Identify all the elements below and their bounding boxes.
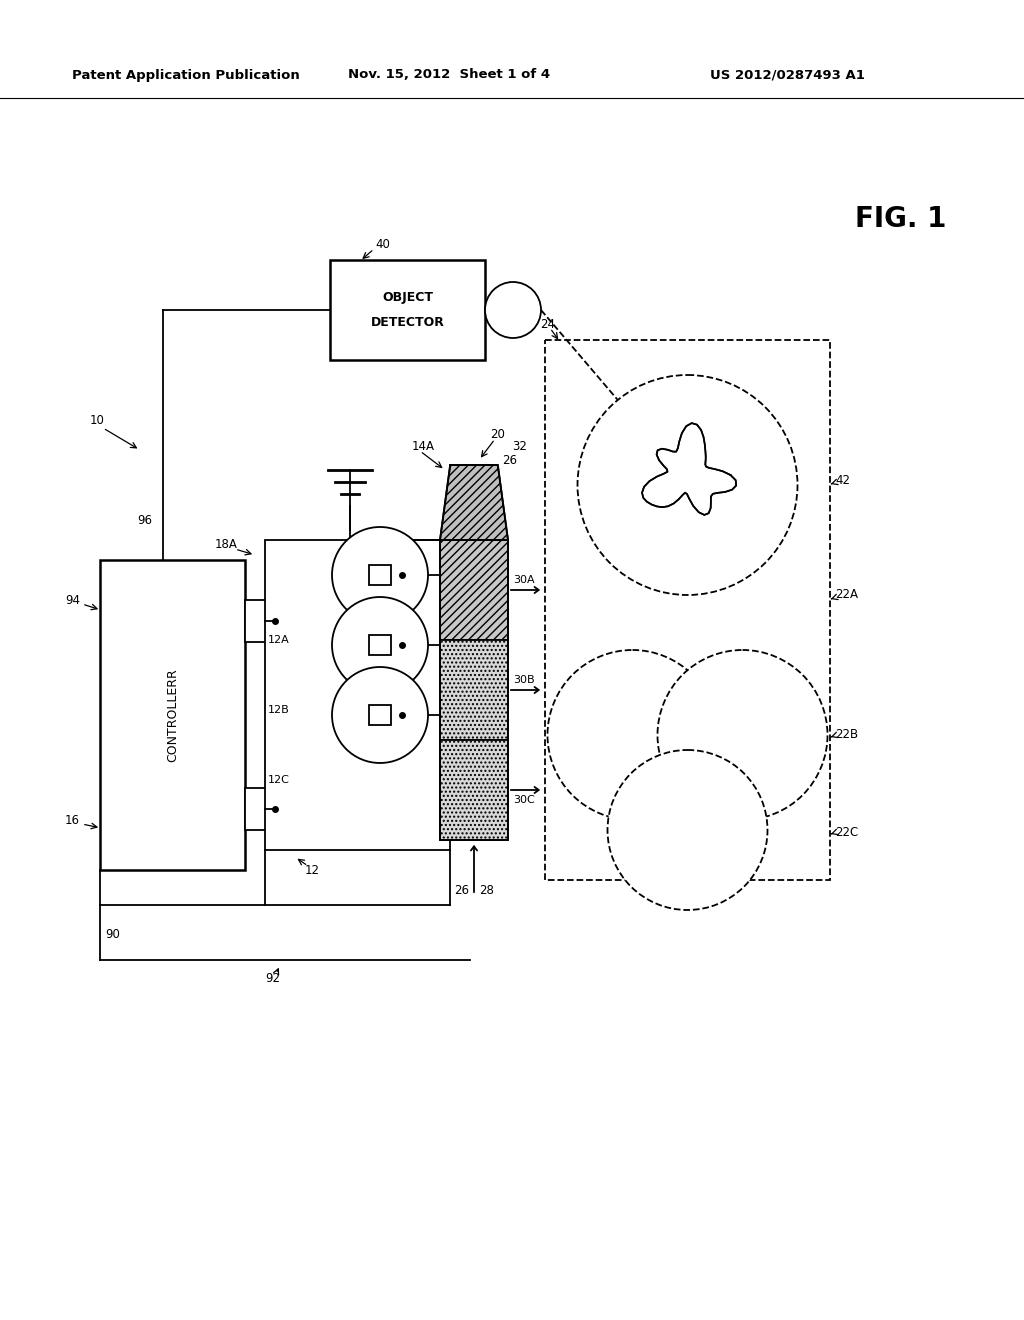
Bar [369,705,391,725]
Bar [100,560,245,870]
Text: 40: 40 [375,239,390,252]
Text: FIG. 1: FIG. 1 [855,205,946,234]
Text: Nov. 15, 2012  Sheet 1 of 4: Nov. 15, 2012 Sheet 1 of 4 [348,69,550,82]
Text: US 2012/0287493 A1: US 2012/0287493 A1 [710,69,865,82]
Text: 24: 24 [540,318,555,331]
Text: 96: 96 [137,513,153,527]
Text: 30A: 30A [513,576,535,585]
Circle shape [332,527,428,623]
Text: 30C: 30C [513,795,535,805]
Text: 90: 90 [105,928,120,941]
Circle shape [548,649,718,820]
Text: DETECTOR: DETECTOR [371,317,444,330]
Polygon shape [642,424,736,515]
Text: 28: 28 [479,883,494,896]
Text: OBJECT: OBJECT [382,290,433,304]
Text: 14A: 14A [412,441,435,454]
Text: Patent Application Publication: Patent Application Publication [72,69,300,82]
Text: 16: 16 [65,813,80,826]
Text: 22C: 22C [835,825,858,838]
Circle shape [485,282,541,338]
Text: 20: 20 [490,429,505,441]
Bar [245,601,275,642]
Bar [369,565,391,585]
Bar [545,341,830,880]
Text: 22A: 22A [835,589,858,602]
Bar [440,540,508,640]
Text: 12C: 12C [268,775,290,785]
Text: 32: 32 [512,441,527,454]
Text: 26: 26 [502,454,517,466]
Text: 30B: 30B [513,675,535,685]
Text: 12A: 12A [268,635,290,645]
Bar [369,635,391,655]
Text: 94: 94 [65,594,80,606]
Bar [245,788,275,830]
Circle shape [332,667,428,763]
Bar [265,540,450,850]
Text: 10: 10 [90,413,104,426]
Text: 26: 26 [454,883,469,896]
Text: 12B: 12B [268,705,290,715]
Bar [440,540,508,840]
Circle shape [332,597,428,693]
Circle shape [657,649,827,820]
Text: 22B: 22B [835,729,858,742]
Circle shape [578,375,798,595]
Text: 18A: 18A [215,539,238,552]
Text: 92: 92 [265,972,280,985]
Bar [330,260,485,360]
Polygon shape [440,465,508,540]
Bar [440,640,508,741]
Text: 12: 12 [305,863,319,876]
Text: CONTROLLERR: CONTROLLERR [166,668,179,762]
Text: 42: 42 [835,474,850,487]
Bar [440,741,508,840]
Circle shape [607,750,768,909]
